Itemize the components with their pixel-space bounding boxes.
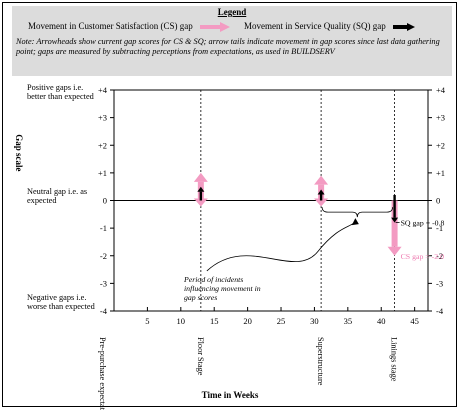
y-tick-label-left: +2: [98, 140, 107, 150]
y-tick-label-right: -4: [436, 306, 444, 316]
y-category-negative: Negative gaps i.e. worse than expected: [27, 293, 95, 311]
y-tick-label-right: -2: [436, 251, 443, 261]
sq-arrow-head: [197, 186, 205, 192]
sq-arrow-head: [391, 217, 399, 223]
data-label-cs: CS gap = -2.0: [401, 252, 444, 261]
x-tick-label: 45: [410, 316, 419, 326]
x-tick-label: 10: [177, 316, 186, 326]
y-tick-label-right: +4: [436, 85, 446, 95]
annotation-text: Period of incidents influencing movement …: [183, 275, 261, 302]
x-tick-label: 25: [277, 316, 286, 326]
legend-item-sq: Movement in Service Quality (SQ) gap: [244, 21, 416, 32]
x-tick-label: 15: [210, 316, 219, 326]
incident-brace: [321, 207, 393, 218]
annotation-line: Period of incidents: [183, 275, 243, 284]
stage-label: Superstructure: [316, 337, 325, 386]
y-tick-label-right: -3: [436, 278, 443, 288]
legend-item-cs: Movement in Customer Satisfaction (CS) g…: [28, 21, 231, 32]
legend-swatch-cs: [199, 21, 230, 32]
y-tick-label-right: +2: [436, 140, 445, 150]
y-tick-label-left: 0: [103, 196, 107, 206]
legend-note: Note: Arrowheads show current gap scores…: [16, 37, 440, 56]
y-tick-label-right: 0: [436, 196, 440, 206]
legend-label-sq: Movement in Service Quality (SQ) gap: [244, 21, 386, 31]
y-category-neutral: Neutral gap i.e. as expected: [27, 187, 88, 205]
cs-arrow-tail: [193, 198, 208, 207]
cs-arrow-tail: [314, 198, 329, 207]
y-tick-label-right: +3: [436, 113, 445, 123]
cs-arrow-head: [387, 246, 402, 256]
y-tick-label-left: +4: [98, 85, 108, 95]
legend: Legend Movement in Customer Satisfaction…: [12, 6, 452, 76]
y-tick-label-left: -4: [100, 306, 108, 316]
cs-arrow-head: [193, 172, 208, 182]
annotation-leader: [206, 219, 356, 272]
figure-frame: [2, 2, 457, 407]
x-tick-label: 40: [377, 316, 386, 326]
data-label-sq: SQ gap = -0.8: [401, 219, 445, 228]
legend-swatch-sq: [392, 22, 415, 31]
y-axis-title: Gap scale: [14, 134, 24, 171]
y-tick-label-right: -1: [436, 223, 443, 233]
y-tick-label-left: +1: [98, 168, 107, 178]
legend-label-cs: Movement in Customer Satisfaction (CS) g…: [28, 21, 193, 31]
stage-label: Floor Stage: [196, 337, 205, 376]
x-tick-label: 30: [310, 316, 319, 326]
y-tick-label-left: -3: [100, 278, 107, 288]
sq-arrow-head: [317, 189, 325, 195]
x-tick-label: 35: [344, 316, 353, 326]
y-tick-label-left: +3: [98, 113, 107, 123]
y-category-positive: Positive gaps i.e. better than expected: [27, 83, 94, 101]
y-tick-label-left: -1: [100, 223, 107, 233]
x-tick-label: 5: [145, 316, 149, 326]
stage-label: Pre-purchase expectations: [98, 337, 107, 410]
x-axis-title: Time in Weeks: [201, 390, 259, 400]
annotation-line: gap scores: [184, 293, 217, 302]
annotation-line: influencing movement in: [184, 284, 261, 293]
y-tick-label-left: -2: [100, 251, 107, 261]
x-tick-label: 20: [243, 316, 252, 326]
annotation-arrowhead: [351, 218, 359, 226]
legend-title: Legend: [217, 7, 247, 17]
cs-arrow-head: [314, 175, 329, 185]
y-tick-label-right: +1: [436, 168, 445, 178]
stage-label: Linings stage: [390, 337, 399, 382]
